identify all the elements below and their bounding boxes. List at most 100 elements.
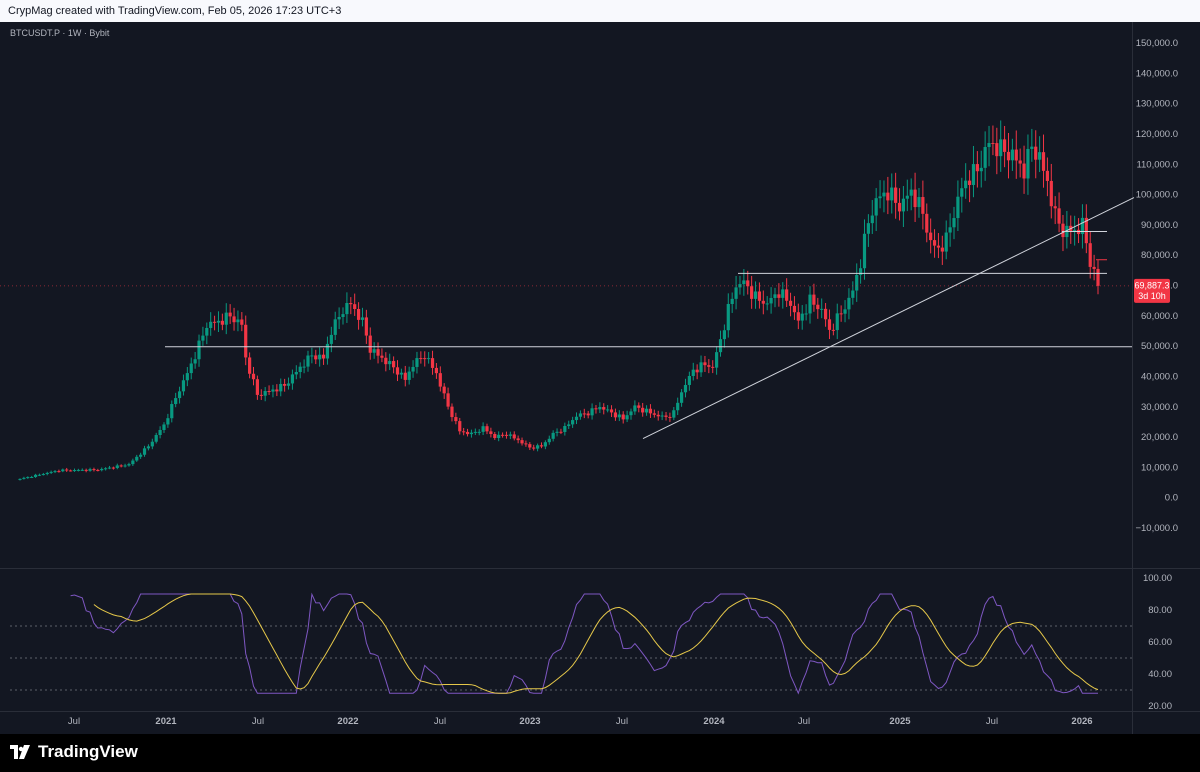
candle-body <box>567 424 571 427</box>
candle-body <box>707 365 711 367</box>
candle-body <box>812 294 816 305</box>
candle-body <box>750 286 754 299</box>
chart-frame[interactable]: 150,000.0 140,000.0 130,000.0 120,000.0 110,… <box>0 22 1200 734</box>
candle-body <box>395 367 400 375</box>
price-tick-label: 150,000.0 <box>1136 38 1178 49</box>
candle-body <box>255 379 259 395</box>
candle-body <box>376 349 380 356</box>
candle-body <box>691 369 695 377</box>
candle-body <box>512 434 516 439</box>
price-tick-label: 120,000.0 <box>1136 129 1178 140</box>
candle-body <box>516 438 520 441</box>
candle-body <box>45 472 49 475</box>
tradingview-logo-icon <box>10 745 30 759</box>
candle-body <box>1006 151 1011 161</box>
candle-body <box>940 247 944 252</box>
candle-body <box>318 354 322 360</box>
candle-body <box>197 340 201 360</box>
candle-body <box>271 389 275 392</box>
candle-body <box>948 227 952 233</box>
candle-body <box>602 407 606 410</box>
candle-body <box>777 294 781 298</box>
candle-body <box>454 417 458 422</box>
candle-body <box>528 444 532 448</box>
candle-body <box>921 197 925 214</box>
candle-body <box>415 358 419 367</box>
price-tick-label: 90,000.0 <box>1141 220 1178 231</box>
candle-body <box>711 366 715 368</box>
rsi-tick-label: 100.00 <box>1143 573 1172 584</box>
candle-body <box>862 233 867 269</box>
candle-body <box>22 477 26 479</box>
candle-body <box>870 215 874 224</box>
candle-body <box>676 402 680 411</box>
candle-body <box>964 180 968 189</box>
candle-body <box>656 414 660 417</box>
chart-svg[interactable]: 150,000.0 140,000.0 130,000.0 120,000.0 110,… <box>0 22 1200 734</box>
candle-body <box>699 362 703 373</box>
candle-body <box>473 431 477 433</box>
candle-body <box>932 240 937 246</box>
candle-body <box>353 304 357 309</box>
time-tick-label: 2025 <box>889 716 911 727</box>
candle-body <box>407 371 411 380</box>
candle-body <box>563 426 567 432</box>
time-tick-label: 2022 <box>337 716 358 727</box>
price-tick-label: −10,000.0 <box>1135 523 1178 534</box>
candle-body <box>224 312 228 325</box>
candle-body <box>967 180 972 185</box>
brand-name: TradingView <box>38 742 138 761</box>
candle-body <box>469 432 474 435</box>
candle-body <box>718 339 723 353</box>
candle-body <box>240 319 244 325</box>
candle-body <box>465 431 470 435</box>
candle-body <box>411 366 415 372</box>
candle-body <box>851 290 855 298</box>
candle-body <box>259 394 263 396</box>
candle-body <box>936 245 941 248</box>
price-label-value: 69,887.3 <box>1134 280 1169 290</box>
candle-body <box>843 309 847 314</box>
candle-body <box>372 349 376 353</box>
candle-body <box>695 369 699 373</box>
candle-body <box>746 280 750 287</box>
candle-body <box>827 319 832 330</box>
candle-body <box>76 469 80 471</box>
time-tick-label: Jul <box>252 716 264 727</box>
candle-body <box>119 465 123 467</box>
candle-body <box>785 289 789 301</box>
candle-body <box>294 372 298 375</box>
candle-body <box>458 421 462 432</box>
candle-body <box>742 280 746 285</box>
price-tick-label: 100,000.0 <box>1136 190 1178 201</box>
candle-body <box>1014 149 1018 161</box>
candle-body <box>983 147 987 168</box>
candle-body <box>894 187 898 203</box>
candle-body <box>606 409 610 411</box>
candle-body <box>30 477 34 479</box>
rsi-line <box>70 592 1098 695</box>
candle-body <box>816 304 820 310</box>
candle-body <box>446 393 450 407</box>
candle-body <box>773 294 777 298</box>
candle-body <box>679 392 684 403</box>
candle-body <box>1002 139 1007 152</box>
candle-body <box>139 454 143 457</box>
candle-body <box>380 355 384 358</box>
candle-body <box>1038 152 1042 160</box>
candle-body <box>434 367 439 374</box>
candle-body <box>201 335 205 341</box>
candle-body <box>617 414 621 418</box>
time-tick-label: 2023 <box>519 716 540 727</box>
price-tick-label: 140,000.0 <box>1136 68 1178 79</box>
candle-body <box>753 291 758 299</box>
candle-body <box>107 467 112 469</box>
candle-body <box>88 469 92 471</box>
candle-body <box>493 434 497 439</box>
candle-body <box>792 305 797 313</box>
candle-body <box>765 303 769 305</box>
time-tick-label: Jul <box>986 716 998 727</box>
candle-body <box>368 335 372 353</box>
candle-body <box>314 355 318 360</box>
candle-body <box>321 354 326 359</box>
